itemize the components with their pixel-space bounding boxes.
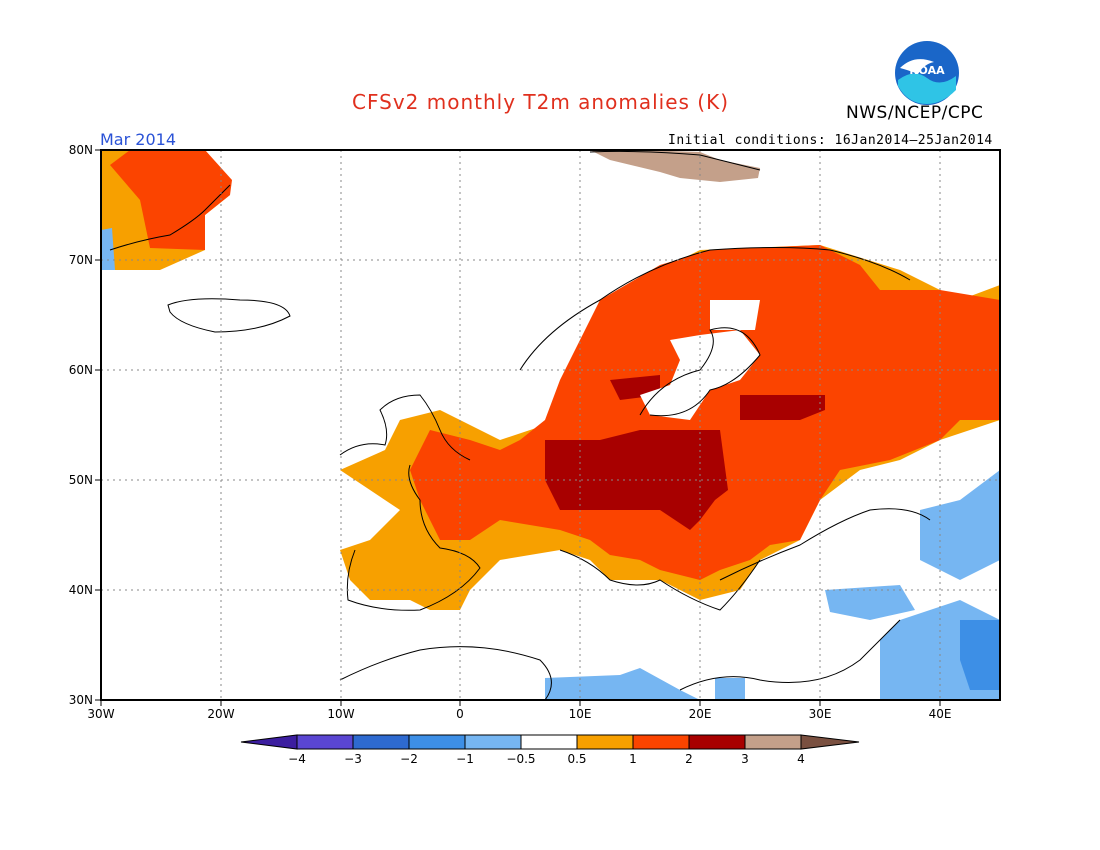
colorbar-segment [352, 734, 410, 750]
lon-label: 20E [689, 707, 712, 721]
lat-label: 30N [69, 693, 93, 707]
colorbar-segment [296, 734, 354, 750]
colorbar-tick-label: −2 [400, 752, 418, 766]
lat-label: 50N [69, 473, 93, 487]
anomaly-field [101, 150, 1000, 700]
lon-label: 20W [207, 707, 234, 721]
graticule [101, 150, 1000, 700]
coastlines [109, 150, 931, 700]
lat-label: 40N [69, 583, 93, 597]
lon-label: 10E [569, 707, 592, 721]
colorbar-tick-label: −3 [344, 752, 362, 766]
colorbar-segment [520, 734, 578, 750]
lon-label: 30E [809, 707, 832, 721]
colorbar-tick-label: 0.5 [567, 752, 586, 766]
month-label: Mar 2014 [100, 130, 176, 149]
lat-label: 70N [69, 253, 93, 267]
organization-label: NWS/NCEP/CPC [846, 103, 984, 123]
lat-label: 60N [69, 363, 93, 377]
colorbar [240, 734, 860, 750]
colorbar-arrow-low [240, 734, 298, 750]
colorbar-segment [632, 734, 690, 750]
colorbar-segment [688, 734, 746, 750]
lon-label: 0 [456, 707, 464, 721]
initial-conditions-label: Initial conditions: 16Jan2014–25Jan2014 [668, 133, 993, 148]
colorbar-tick-label: 3 [741, 752, 749, 766]
axis-ticks [95, 149, 941, 706]
colorbar-tick-label: 2 [685, 752, 693, 766]
colorbar-tick-label: −0.5 [506, 752, 535, 766]
colorbar-tick-label: 1 [629, 752, 637, 766]
lon-label: 10W [327, 707, 354, 721]
colorbar-segment [744, 734, 802, 750]
colorbar-arrow-high [800, 734, 860, 750]
map-frame [100, 149, 1001, 701]
noaa-logo-icon: NOAA [895, 41, 959, 105]
lon-label: 30W [87, 707, 114, 721]
svg-text:NOAA: NOAA [909, 64, 945, 77]
colorbar-segment [576, 734, 634, 750]
colorbar-segment [464, 734, 522, 750]
colorbar-segment [408, 734, 466, 750]
colorbar-tick-label: −4 [288, 752, 306, 766]
lat-label: 80N [69, 143, 93, 157]
map-title: CFSv2 monthly T2m anomalies (K) [352, 90, 729, 114]
colorbar-tick-label: −1 [456, 752, 474, 766]
lon-label: 40E [929, 707, 952, 721]
colorbar-tick-label: 4 [797, 752, 805, 766]
